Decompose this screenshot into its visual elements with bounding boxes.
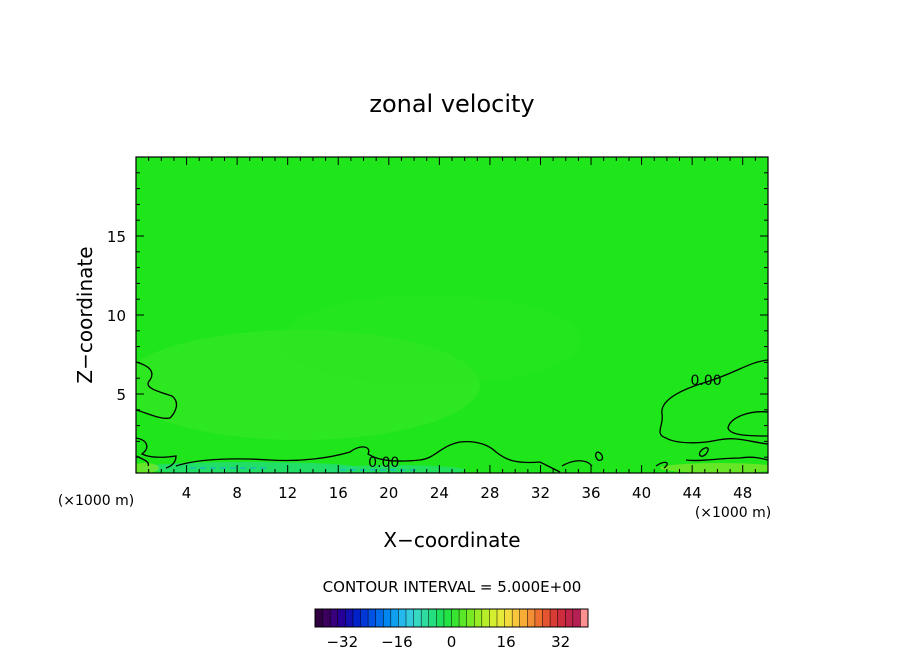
colorbar-tick-label: −16 bbox=[381, 633, 413, 651]
y-tick-label: 5 bbox=[116, 386, 126, 404]
colorbar-swatch bbox=[352, 609, 361, 627]
x-tick-label: 36 bbox=[581, 484, 600, 502]
contour-label: 0.00 bbox=[368, 455, 399, 471]
colorbar-swatch bbox=[428, 609, 437, 627]
colorbar-swatch bbox=[557, 609, 566, 627]
colorbar-swatch bbox=[572, 609, 581, 627]
plot-field bbox=[136, 157, 768, 473]
chart-title: zonal velocity bbox=[369, 90, 534, 118]
contour-line bbox=[136, 437, 177, 469]
weak-positive-region bbox=[280, 295, 580, 385]
colorbar-labels: −32 −16 0 16 32 bbox=[326, 633, 570, 651]
x-tick-label: 4 bbox=[182, 484, 192, 502]
colorbar-swatch bbox=[474, 609, 483, 627]
y-tick-labels: 5 10 15 bbox=[107, 228, 126, 404]
colorbar-swatch bbox=[451, 609, 460, 627]
x-unit-label-right: (×1000 m) bbox=[695, 505, 771, 521]
colorbar-tick-label: 16 bbox=[497, 633, 516, 651]
colorbar-swatch bbox=[345, 609, 354, 627]
x-tick-label: 32 bbox=[531, 484, 550, 502]
contour-line bbox=[561, 460, 593, 467]
x-axis-label: X−coordinate bbox=[383, 528, 520, 552]
contour-label: 0.00 bbox=[690, 373, 721, 389]
zero-contours bbox=[136, 359, 768, 473]
y-tick-label: 15 bbox=[107, 228, 126, 246]
colorbar-swatch bbox=[519, 609, 528, 627]
x-tick-label: 44 bbox=[683, 484, 702, 502]
negative-region bbox=[325, 465, 465, 473]
colorbar-swatch bbox=[489, 609, 498, 627]
colorbar-swatch bbox=[337, 609, 346, 627]
contour-labels: 0.00 0.00 bbox=[368, 373, 721, 471]
y-axis-label: Z−coordinate bbox=[73, 246, 97, 383]
axis-ticks bbox=[136, 157, 768, 473]
x-tick-label: 20 bbox=[379, 484, 398, 502]
colorbar-swatch bbox=[580, 609, 589, 627]
contour-interval-text: CONTOUR INTERVAL = 5.000E+00 bbox=[323, 578, 582, 596]
x-unit-label-left: (×1000 m) bbox=[58, 493, 134, 509]
contour-line bbox=[727, 411, 768, 437]
colorbar-swatch bbox=[534, 609, 543, 627]
colorbar-swatch bbox=[360, 609, 369, 627]
colorbar-swatch bbox=[368, 609, 376, 627]
colorbar-swatch bbox=[322, 609, 331, 627]
x-tick-label: 48 bbox=[733, 484, 752, 502]
colorbar-swatch bbox=[315, 609, 323, 627]
colorbar-swatch bbox=[436, 609, 445, 627]
colorbar-swatch bbox=[550, 609, 558, 627]
colorbar-swatch bbox=[497, 609, 505, 627]
colorbar-swatch bbox=[390, 609, 399, 627]
contour-line bbox=[136, 361, 178, 419]
colorbar-swatch bbox=[443, 609, 452, 627]
colorbar-swatch bbox=[330, 609, 339, 627]
colorbar-swatch bbox=[466, 609, 475, 627]
colorbar-swatch bbox=[504, 609, 513, 627]
contour-line bbox=[655, 461, 668, 469]
colorbar-swatch bbox=[413, 609, 422, 627]
colorbar-swatch bbox=[406, 609, 414, 627]
colorbar-swatch bbox=[375, 609, 384, 627]
contour-line bbox=[685, 456, 768, 462]
colorbar-tick-label: 0 bbox=[447, 633, 457, 651]
colorbar-swatch bbox=[459, 609, 467, 627]
colorbar-tick-label: −32 bbox=[326, 633, 358, 651]
colorbar-swatch bbox=[512, 609, 521, 627]
colorbar-frame bbox=[314, 608, 589, 628]
colorbar-swatch bbox=[383, 609, 392, 627]
contour-line bbox=[698, 447, 709, 457]
colorbar-swatch bbox=[421, 609, 430, 627]
x-tick-labels: 4 8 12 16 20 24 28 32 36 40 44 48 bbox=[182, 484, 752, 502]
colorbar-swatch bbox=[565, 609, 574, 627]
contour-line bbox=[175, 440, 561, 473]
x-tick-label: 24 bbox=[430, 484, 449, 502]
x-tick-label: 12 bbox=[278, 484, 297, 502]
positive-region bbox=[136, 463, 159, 473]
x-tick-label: 8 bbox=[232, 484, 242, 502]
positive-region bbox=[660, 463, 768, 473]
x-tick-label: 16 bbox=[329, 484, 348, 502]
x-tick-label: 40 bbox=[632, 484, 651, 502]
colorbar-swatch bbox=[527, 609, 536, 627]
colorbar bbox=[315, 609, 589, 627]
contour-line bbox=[595, 451, 604, 461]
x-tick-label: 28 bbox=[480, 484, 499, 502]
y-tick-label: 10 bbox=[107, 307, 126, 325]
colorbar-swatch bbox=[481, 609, 490, 627]
colorbar-tick-label: 32 bbox=[551, 633, 570, 651]
colorbar-swatch bbox=[542, 609, 551, 627]
colorbar-swatch bbox=[398, 609, 407, 627]
contour-line bbox=[659, 359, 768, 445]
negative-contour bbox=[190, 467, 420, 471]
